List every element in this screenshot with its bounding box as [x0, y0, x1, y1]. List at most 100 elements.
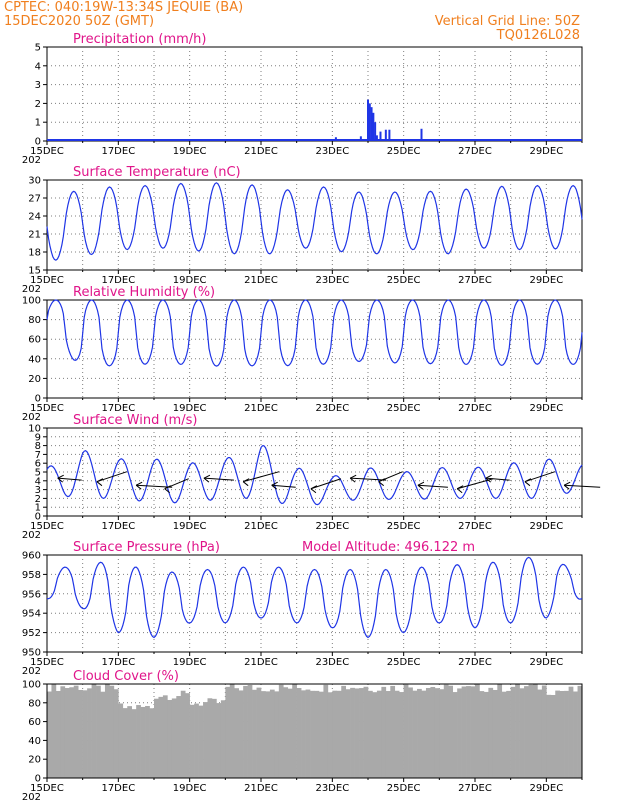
x-tick-label: 17DEC [101, 146, 135, 157]
cloud-bar [461, 686, 467, 778]
x-tick-label: 25DEC [387, 521, 421, 532]
y-tick-label: 80 [28, 315, 41, 326]
x-tick-label: 23DEC [315, 275, 349, 286]
cloud-bar [64, 688, 70, 778]
x-tick-label: 23DEC [315, 521, 349, 532]
x-tick-label: 17DEC [101, 783, 135, 794]
panel-frame [46, 46, 583, 142]
cloud-bar [100, 691, 106, 778]
x-tick-label: 21DEC [244, 403, 278, 414]
x-year-label: 202 [22, 666, 41, 677]
cloud-bar [466, 686, 471, 778]
cloud-bar [274, 691, 280, 778]
wind-arrow-head [485, 474, 492, 483]
y-tick-label: 20 [28, 755, 41, 766]
cloud-bar [216, 703, 222, 778]
cloud-bar [265, 691, 271, 778]
cloud-bar [515, 684, 520, 778]
precip-bar [367, 99, 369, 141]
wind-arrow-head [164, 485, 171, 494]
cloud-bar [154, 698, 159, 778]
cloud-bar [51, 684, 57, 778]
cloud-bar [403, 684, 409, 778]
cloud-bar [368, 690, 373, 778]
y-tick-label: 2 [35, 99, 41, 110]
cloud-bar [550, 694, 556, 778]
precip-bar [374, 122, 377, 141]
wind-arrow-head [378, 478, 385, 487]
wind-arrow-head [271, 481, 278, 490]
cloud-bar [194, 703, 199, 778]
cloud-bar [314, 690, 320, 778]
y-tick-label: 8 [35, 441, 41, 452]
wind-arrow-shaft [57, 477, 82, 481]
cloud-bar [225, 686, 231, 778]
cloud-bar [269, 689, 275, 778]
cloud-bar [47, 691, 52, 778]
wind-arrow-shaft [485, 477, 510, 481]
wind-arrow-head [96, 478, 104, 487]
cloud-bar [394, 690, 400, 778]
x-tick-label: 27DEC [458, 146, 492, 157]
x-tick-label: 21DEC [244, 657, 278, 668]
cloud-bar [149, 708, 155, 778]
header-run-date: 15DEC2020 50Z (GMT) [4, 14, 155, 29]
cloud-bar [372, 692, 378, 778]
x-tick-label: 25DEC [387, 657, 421, 668]
panel-title-5: Cloud Cover (%) [73, 669, 179, 684]
y-tick-label: 950 [22, 648, 41, 659]
cloud-bar [443, 684, 449, 778]
cloud-bar [220, 700, 226, 778]
cloud-bar [336, 690, 342, 778]
cloud-bar [136, 705, 141, 778]
precip-bar [370, 107, 373, 141]
cloud-bar [577, 685, 583, 778]
wind-arrow-shaft [243, 471, 280, 483]
x-tick-label: 21DEC [244, 275, 278, 286]
cloud-bar [430, 686, 436, 778]
y-tick-label: 30 [28, 176, 41, 187]
cloud-bar [506, 690, 511, 778]
cloud-bar [359, 688, 364, 778]
x-tick-label: 27DEC [458, 657, 492, 668]
y-tick-label: 80 [28, 698, 41, 709]
cloud-bar [537, 689, 543, 778]
y-tick-label: 952 [22, 628, 41, 639]
precip-bar [420, 128, 423, 141]
cloud-bar [475, 684, 480, 778]
cloud-bar [60, 686, 66, 778]
x-year-label: 202 [22, 284, 41, 295]
x-tick-label: 29DEC [529, 403, 563, 414]
y-tick-label: 24 [28, 212, 41, 223]
x-tick-label: 15DEC [30, 403, 64, 414]
cloud-bar [283, 687, 289, 778]
cloud-bar [211, 698, 217, 778]
x-tick-label: 29DEC [529, 275, 563, 286]
cloud-bar [310, 690, 315, 778]
cloud-bar [345, 689, 351, 778]
series-line-4 [46, 556, 583, 639]
x-tick-label: 19DEC [173, 146, 207, 157]
y-tick-label: 15 [28, 266, 41, 277]
x-tick-label: 17DEC [101, 275, 135, 286]
model-altitude-label: Model Altitude: 496.122 m [302, 540, 475, 555]
cloud-bar [483, 691, 489, 778]
x-year-label: 202 [22, 412, 41, 423]
x-year-label: 202 [22, 155, 41, 166]
y-tick-label: 6 [35, 459, 41, 470]
x-tick-label: 27DEC [458, 521, 492, 532]
y-tick-label: 0 [35, 774, 41, 785]
cloud-bar [323, 684, 329, 778]
cloud-bar [532, 684, 538, 778]
y-tick-label: 40 [28, 354, 41, 365]
x-tick-label: 23DEC [315, 146, 349, 157]
cloud-bar [448, 685, 454, 778]
cloud-bar [341, 685, 347, 778]
x-tick-label: 19DEC [173, 275, 207, 286]
header-model-id: TQ0126L028 [496, 28, 580, 43]
cloud-bar [296, 687, 302, 778]
panel-frame [46, 554, 583, 653]
cloud-bar [73, 685, 79, 778]
x-tick-label: 23DEC [315, 403, 349, 414]
y-tick-label: 21 [28, 230, 41, 241]
